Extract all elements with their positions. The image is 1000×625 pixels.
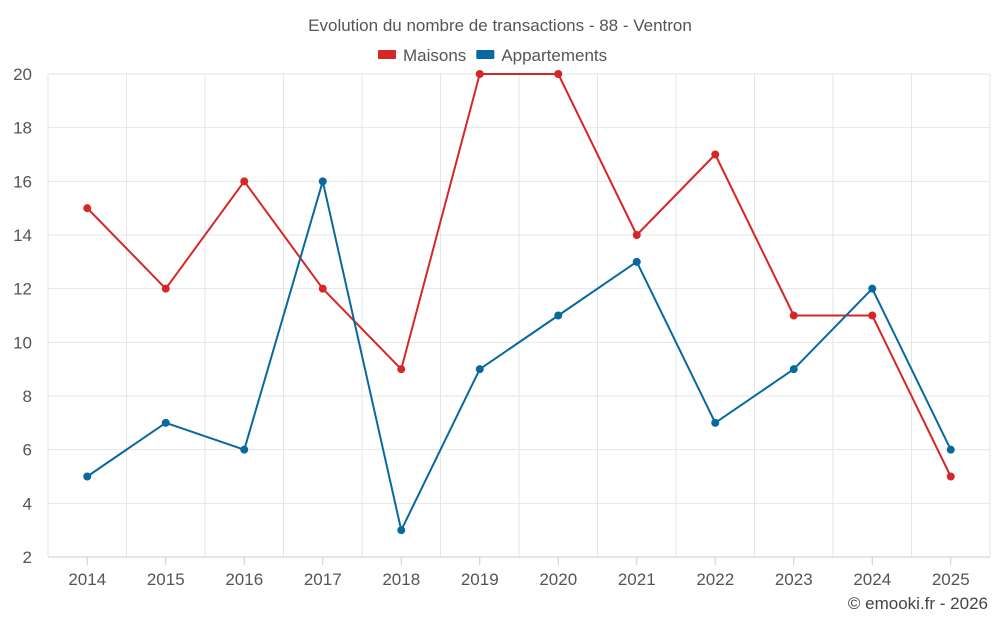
series-maisons xyxy=(83,70,955,481)
y-tick-label: 8 xyxy=(23,387,32,406)
legend-label-appartements: Appartements xyxy=(501,46,607,65)
x-tick-label: 2014 xyxy=(68,570,106,589)
x-tick-label: 2016 xyxy=(225,570,263,589)
x-tick-label: 2021 xyxy=(618,570,656,589)
data-point-maisons-2017 xyxy=(318,284,327,293)
series-appartements xyxy=(83,177,955,535)
y-tick-label: 2 xyxy=(23,548,32,567)
data-point-appartements-2022 xyxy=(711,418,720,427)
legend-label-maisons: Maisons xyxy=(403,46,466,65)
data-point-maisons-2016 xyxy=(240,177,249,186)
y-tick-label: 14 xyxy=(13,226,32,245)
data-point-maisons-2020 xyxy=(554,70,563,78)
data-point-appartements-2020 xyxy=(554,311,563,320)
data-point-appartements-2019 xyxy=(475,365,484,374)
data-point-maisons-2014 xyxy=(83,204,92,213)
x-tick-label: 2017 xyxy=(304,570,342,589)
x-tick-label: 2024 xyxy=(853,570,891,589)
axes: 2 4 6 8 10 12 14 16 18 20 2014 2015 2016 2017 2018 2019… xyxy=(13,65,990,589)
y-tick-label: 6 xyxy=(23,441,32,460)
data-point-maisons-2015 xyxy=(161,284,170,293)
data-point-appartements-2014 xyxy=(83,472,92,481)
data-point-maisons-2021 xyxy=(632,231,641,239)
data-point-maisons-2018 xyxy=(397,365,406,374)
x-tick-label: 2019 xyxy=(461,570,499,589)
x-tick-label: 2022 xyxy=(696,570,734,589)
y-tick-label: 18 xyxy=(13,119,32,138)
series-layer xyxy=(83,70,955,535)
y-tick-label: 10 xyxy=(13,333,32,352)
data-point-maisons-2019 xyxy=(475,70,484,78)
y-tick-label: 12 xyxy=(13,280,32,299)
x-tick-label: 2023 xyxy=(775,570,813,589)
data-point-appartements-2025 xyxy=(946,445,955,454)
y-tick-label: 20 xyxy=(13,65,32,84)
legend-swatch-appartements xyxy=(476,50,495,59)
y-tick-label: 4 xyxy=(23,494,32,513)
series-line-appartements xyxy=(86,180,952,532)
legend-swatch-maisons xyxy=(378,50,396,59)
data-point-appartements-2024 xyxy=(868,284,877,293)
data-point-appartements-2016 xyxy=(240,445,249,454)
data-point-appartements-2017 xyxy=(318,177,327,186)
series-line-maisons xyxy=(86,73,952,477)
x-tick-label: 2018 xyxy=(382,570,420,589)
data-point-maisons-2023 xyxy=(789,311,798,320)
data-point-appartements-2018 xyxy=(397,526,406,535)
legend: Maisons Appartements xyxy=(378,46,607,65)
x-tick-label: 2025 xyxy=(932,570,970,589)
x-tick-label: 2020 xyxy=(539,570,577,589)
data-point-maisons-2022 xyxy=(711,150,720,159)
data-point-appartements-2023 xyxy=(789,365,798,374)
chart-title: Evolution du nombre de transactions - 88… xyxy=(308,16,692,35)
data-point-maisons-2025 xyxy=(946,472,955,481)
credit-text: © emooki.fr - 2026 xyxy=(848,594,988,613)
data-point-appartements-2021 xyxy=(632,257,641,266)
data-point-maisons-2024 xyxy=(868,311,877,320)
y-tick-label: 16 xyxy=(13,172,32,191)
data-point-appartements-2015 xyxy=(161,418,170,427)
x-tick-label: 2015 xyxy=(147,570,185,589)
